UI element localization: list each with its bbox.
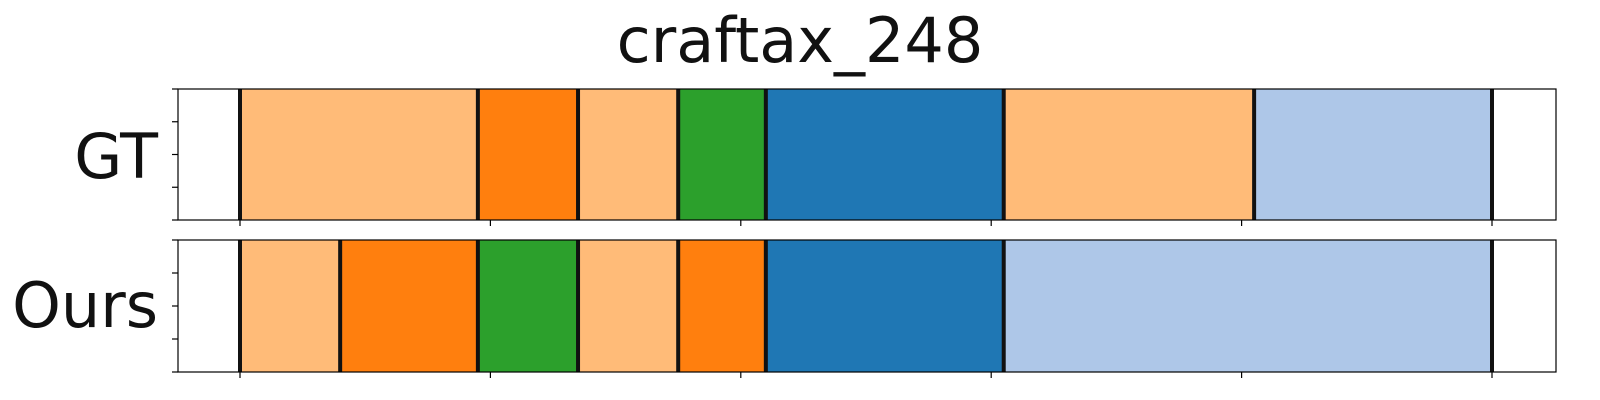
segment-ours-7 <box>1003 240 1492 372</box>
segment-gt-7 <box>1254 89 1492 220</box>
row-label-gt: GT <box>74 120 159 193</box>
segment-ours-6 <box>765 240 1004 372</box>
segment-gt-2 <box>477 89 579 220</box>
segment-ours-4 <box>578 240 679 372</box>
segment-ours-3 <box>477 240 579 372</box>
segment-ours-5 <box>678 240 766 372</box>
segment-ours-1 <box>240 240 341 372</box>
row-label-ours: Ours <box>12 269 158 342</box>
segment-gt-6 <box>1003 89 1255 220</box>
segment-gt-4 <box>678 89 766 220</box>
segment-ours-2 <box>340 240 478 372</box>
segment-gt-1 <box>240 89 478 220</box>
chart-title: craftax_248 <box>616 4 984 77</box>
segment-gt-3 <box>578 89 679 220</box>
segment-gt-5 <box>765 89 1004 220</box>
